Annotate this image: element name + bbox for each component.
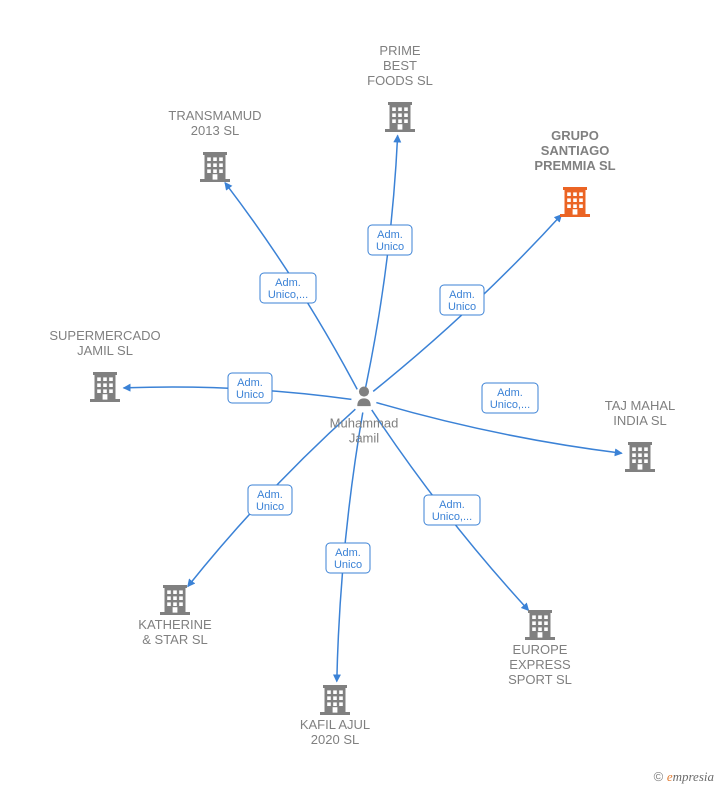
building-icon	[560, 187, 590, 217]
building-icon	[385, 102, 415, 132]
building-icon	[90, 372, 120, 402]
edge-line	[366, 135, 398, 387]
company-node: GRUPOSANTIAGOPREMMIA SL	[534, 128, 615, 217]
building-icon	[625, 442, 655, 472]
building-icon	[200, 152, 230, 182]
company-label: KATHERINE& STAR SL	[138, 617, 212, 647]
company-node: TAJ MAHALINDIA SL	[605, 398, 676, 472]
network-diagram: Adm.UnicoAdm.Unico,...Adm.UnicoAdm.Unico…	[0, 0, 728, 795]
building-icon	[320, 685, 350, 715]
company-label: SUPERMERCADOJAMIL SL	[49, 328, 160, 358]
edge-label-text: Adm.Unico	[236, 377, 264, 401]
building-icon	[525, 610, 555, 640]
company-node: SUPERMERCADOJAMIL SL	[49, 328, 160, 402]
center-node-label: MuhammadJamil	[330, 415, 399, 445]
company-label: TRANSMAMUD2013 SL	[168, 108, 261, 138]
company-label: KAFIL AJUL2020 SL	[300, 717, 370, 747]
copyright-symbol: ©	[654, 769, 664, 784]
company-label: EUROPEEXPRESSSPORT SL	[508, 642, 572, 687]
company-node: EUROPEEXPRESSSPORT SL	[508, 610, 572, 687]
edge-label-text: Adm.Unico	[376, 229, 404, 253]
company-node: KATHERINE& STAR SL	[138, 585, 212, 647]
edge-label-text: Adm.Unico	[448, 289, 476, 313]
edge-label-text: Adm.Unico	[256, 489, 284, 513]
company-node: PRIMEBESTFOODS SL	[367, 43, 433, 132]
company-node: KAFIL AJUL2020 SL	[300, 685, 370, 747]
person-icon	[357, 387, 370, 407]
copyright: © empresia	[654, 769, 714, 785]
building-icon	[160, 585, 190, 615]
company-label: GRUPOSANTIAGOPREMMIA SL	[534, 128, 615, 173]
center-person-node: MuhammadJamil	[330, 387, 399, 446]
brand-logo-rest: mpresia	[673, 769, 714, 784]
edge-label-text: Adm.Unico	[334, 547, 362, 571]
company-label: PRIMEBESTFOODS SL	[367, 43, 433, 88]
company-label: TAJ MAHALINDIA SL	[605, 398, 676, 428]
company-node: TRANSMAMUD2013 SL	[168, 108, 261, 182]
